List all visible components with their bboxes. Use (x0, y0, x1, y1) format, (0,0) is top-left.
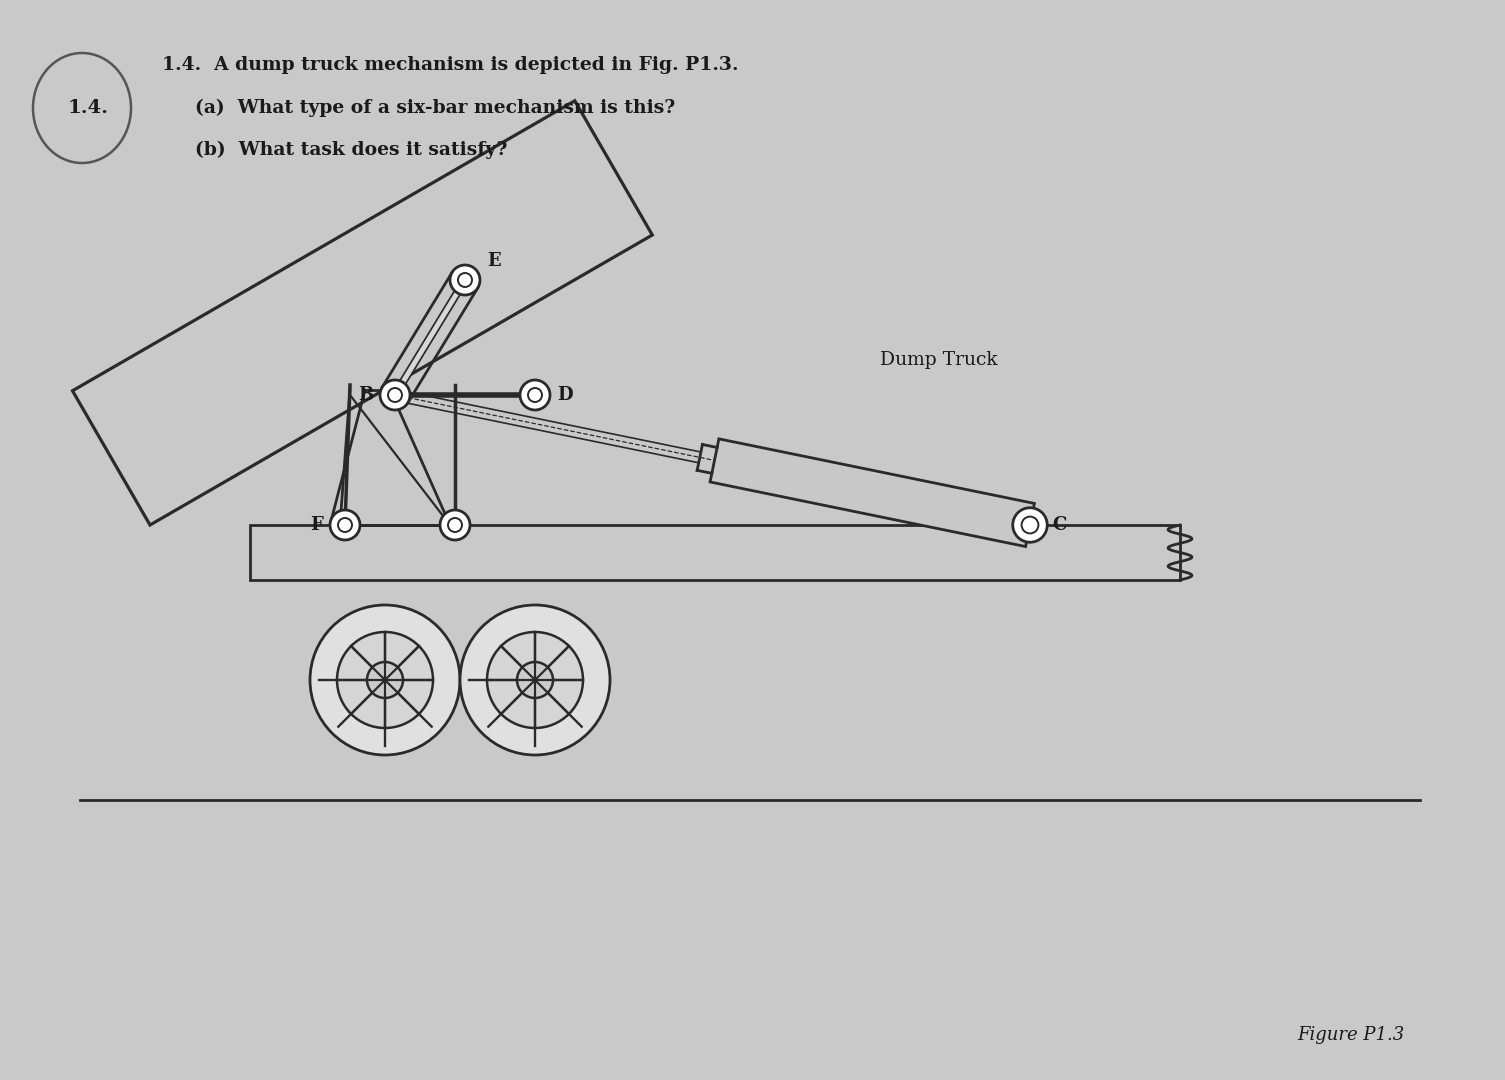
Text: C: C (1052, 516, 1067, 534)
Circle shape (330, 510, 360, 540)
Circle shape (439, 510, 470, 540)
Circle shape (521, 380, 549, 410)
Text: (b)  What task does it satisfy?: (b) What task does it satisfy? (196, 140, 507, 159)
Circle shape (458, 273, 473, 287)
Text: 1.4.: 1.4. (68, 99, 108, 117)
Circle shape (367, 662, 403, 698)
Circle shape (388, 388, 402, 402)
Circle shape (1022, 516, 1038, 534)
Circle shape (339, 518, 352, 532)
Text: E: E (488, 252, 501, 270)
Circle shape (448, 518, 462, 532)
Text: Figure P1.3: Figure P1.3 (1297, 1026, 1406, 1044)
Circle shape (528, 388, 542, 402)
Circle shape (379, 380, 409, 410)
Text: (a)  What type of a six-bar mechanism is this?: (a) What type of a six-bar mechanism is … (196, 99, 676, 117)
Text: 1.4.  A dump truck mechanism is depicted in Fig. P1.3.: 1.4. A dump truck mechanism is depicted … (163, 56, 739, 75)
Circle shape (450, 265, 480, 295)
Circle shape (461, 605, 610, 755)
Circle shape (1013, 508, 1047, 542)
Circle shape (518, 662, 552, 698)
Text: A: A (439, 516, 453, 534)
Circle shape (488, 632, 582, 728)
Text: Dump Truck: Dump Truck (880, 351, 998, 369)
Circle shape (337, 632, 433, 728)
Polygon shape (710, 438, 1034, 546)
Circle shape (310, 605, 461, 755)
Text: B: B (358, 386, 373, 404)
Text: D: D (557, 386, 572, 404)
Text: F: F (310, 516, 324, 534)
